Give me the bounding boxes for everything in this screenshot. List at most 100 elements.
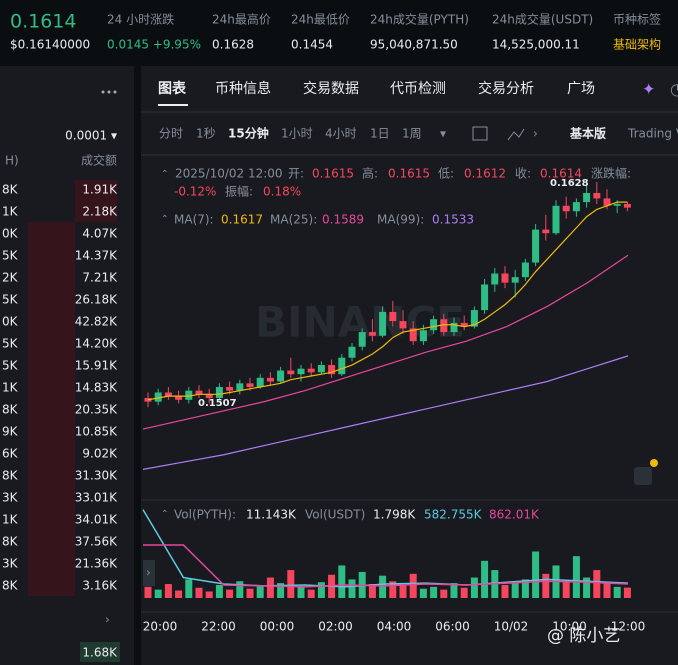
row-right: 21.36K (75, 557, 118, 571)
vol-usdt-value: 1.798K (373, 508, 416, 522)
candle-body (419, 330, 427, 342)
row-left: 5K (2, 293, 19, 307)
scroll-handle[interactable] (143, 560, 155, 586)
candle-body (297, 368, 305, 375)
candle-body (501, 273, 509, 283)
amplitude: 0.18% (263, 185, 301, 199)
tab[interactable]: 币种信息 (215, 80, 271, 97)
time-label: 06:00 (435, 620, 470, 634)
row-right: 14.83K (75, 381, 118, 395)
time-label: 04:00 (377, 620, 412, 634)
ai-icon[interactable]: ✦ (642, 80, 655, 99)
volume-bar (470, 577, 478, 598)
volume-ma-line (143, 544, 629, 588)
volume-bar (348, 579, 356, 598)
row-left: 8K (2, 469, 19, 483)
stat-value: 基础架构 (613, 37, 661, 52)
row-left: 3K (2, 557, 19, 571)
info-time: 2025/10/02 12:00 (175, 167, 283, 181)
volume-bar (164, 584, 172, 598)
vol-label: Vol(PYTH): (174, 508, 236, 522)
row-right: 14.20K (75, 337, 118, 351)
change-label: 涨跌幅: (591, 166, 631, 181)
interval[interactable]: 分时 (159, 127, 183, 141)
row-right: 33.01K (75, 491, 118, 505)
tab[interactable]: 代币检测 (390, 81, 446, 97)
row-right: 26.18K (75, 293, 118, 307)
row-right: 14.37K (75, 249, 118, 263)
interval[interactable]: 4小时 (325, 127, 357, 141)
ma-value: 0.1533 (432, 213, 474, 227)
pro-mode[interactable]: Trading V (627, 127, 678, 141)
row-left: 3K (2, 491, 19, 505)
tick-size[interactable]: 0.0001 ▾ (65, 129, 117, 143)
ma-line (147, 201, 628, 401)
interval[interactable]: 15分钟 (228, 126, 269, 141)
interval[interactable]: 1秒 (196, 127, 216, 141)
candle-body (389, 311, 397, 322)
expand-arrow[interactable]: › (105, 613, 110, 627)
indicator-icon[interactable] (507, 128, 525, 141)
tab[interactable]: 交易分析 (478, 80, 534, 97)
volume-bar (542, 573, 550, 598)
order-book-last: 1.68K (82, 646, 118, 660)
candle-body (430, 319, 438, 331)
row-right: 20.35K (75, 403, 118, 417)
low-label: 低: (438, 167, 454, 181)
interval[interactable]: 1日 (370, 127, 390, 141)
high: 0.1615 (388, 167, 430, 181)
low: 0.1612 (464, 167, 506, 181)
volume-bar (572, 556, 580, 598)
more-icon[interactable] (101, 90, 117, 94)
candle-body (317, 365, 325, 373)
stat-label: 24h最低价 (291, 13, 350, 27)
vol-ma-value: 862.01K (489, 508, 540, 522)
volume-bar (144, 586, 152, 598)
amplitude-label: 振幅: (225, 184, 253, 199)
stat-label: 24h成交量(PYTH) (370, 12, 469, 27)
volume-bar (430, 586, 438, 598)
dropdown-icon[interactable]: ▾ (440, 127, 446, 141)
row-left: 9K (2, 425, 19, 439)
row-left: 0K (2, 315, 19, 329)
candle-body (583, 192, 591, 203)
price-usd: $0.16140000 (10, 38, 90, 52)
tab[interactable]: 交易数据 (303, 80, 359, 97)
interval[interactable]: 1小时 (281, 127, 313, 141)
tab[interactable]: 图表 (158, 80, 187, 97)
candle-body (379, 311, 387, 336)
close-label: 收: (515, 167, 531, 181)
ma-value: 0.1617 (221, 213, 263, 227)
tab[interactable]: 广场 (567, 81, 595, 97)
row-left: 1K (2, 513, 19, 527)
high-label: 高: (362, 166, 378, 181)
interval[interactable]: 1周 (402, 127, 422, 141)
calendar-icon[interactable] (472, 126, 488, 141)
volume-bar (440, 589, 448, 598)
candle-body (572, 202, 580, 212)
collapse-icon[interactable]: ⌃ (161, 215, 169, 225)
collapse-icon[interactable]: ⌃ (161, 510, 169, 520)
bell-icon[interactable]: ◔ (670, 80, 678, 99)
volume-bar (368, 584, 376, 598)
next-icon[interactable]: › (533, 127, 538, 141)
ma-label: MA(25): (270, 213, 317, 227)
candle-body (246, 383, 254, 387)
volume-bar (317, 582, 325, 598)
mode[interactable]: 基本版 (569, 126, 606, 141)
volume-bar (511, 581, 519, 598)
candle-body (460, 322, 468, 327)
row-left: 8K (2, 535, 19, 549)
notice-icon[interactable] (634, 467, 652, 485)
vol-value: 11.143K (246, 508, 297, 522)
scroll-arrow[interactable]: › (146, 566, 151, 580)
candle-body (164, 392, 172, 397)
collapse-icon[interactable]: ⌃ (161, 170, 169, 180)
row-right: 1.91K (82, 183, 118, 197)
volume-bar (623, 587, 631, 598)
row-right: 15.91K (75, 359, 118, 373)
ma-line (142, 254, 629, 430)
candle-body (256, 377, 264, 387)
volume-bar (236, 581, 244, 598)
